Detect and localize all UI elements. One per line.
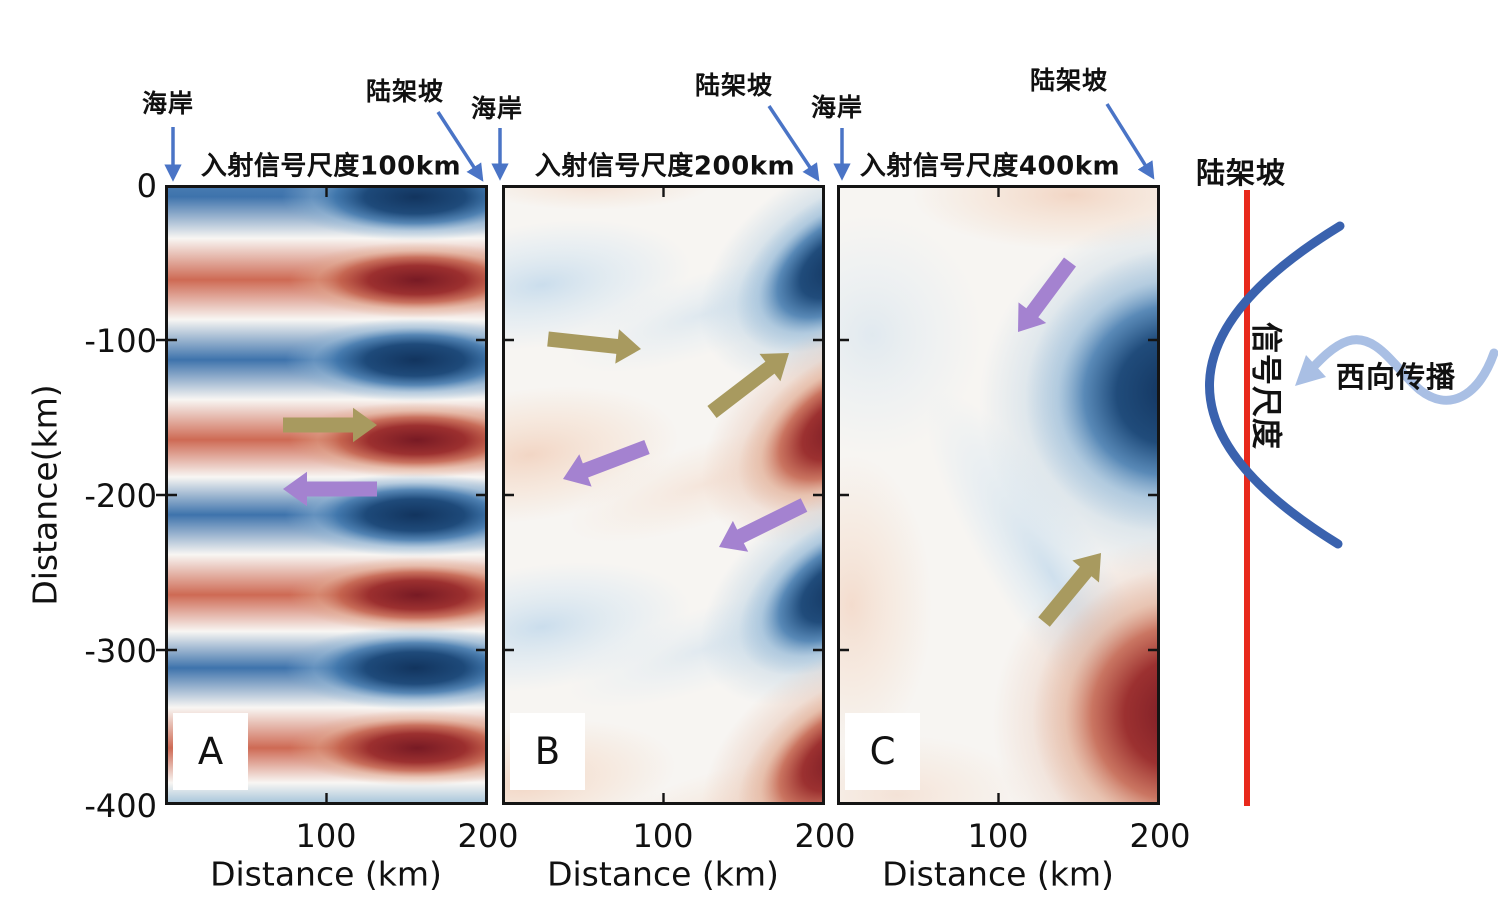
olive-direction-arrow bbox=[283, 407, 377, 443]
slope-label-b: 陆架坡 bbox=[694, 71, 774, 100]
panel-c-x-tick-100: 100 bbox=[967, 817, 1029, 855]
shelf-slope-label-right: 陆架坡 bbox=[1196, 156, 1287, 190]
olive-direction-arrow bbox=[547, 329, 641, 364]
panel-b-x-axis-label: Distance (km) bbox=[547, 854, 779, 894]
slope-label-c: 陆架坡 bbox=[1029, 66, 1109, 95]
olive-direction-arrow bbox=[707, 353, 789, 418]
coast-label-c: 海岸 bbox=[810, 93, 864, 122]
panel-a-direction-arrows bbox=[283, 407, 377, 507]
panel-b-x-tick-100: 100 bbox=[632, 817, 694, 855]
coast-label-b: 海岸 bbox=[470, 94, 524, 123]
panel-a-x-tick-100: 100 bbox=[295, 817, 357, 855]
shelf-slope-line bbox=[1244, 190, 1250, 806]
purple-direction-arrow bbox=[1018, 257, 1076, 332]
panel-a-contour-art bbox=[165, 185, 488, 805]
panel-c-letter: C bbox=[869, 730, 896, 773]
panel-a-ticks bbox=[156, 185, 488, 805]
panel-a-letter: A bbox=[197, 730, 224, 773]
panel-b-title: 入射信号尺度200km bbox=[534, 151, 796, 182]
panel-b-letter-box: B bbox=[510, 713, 585, 790]
westward-propagation-label: 西向传播 bbox=[1335, 360, 1457, 394]
panel-b-direction-arrows bbox=[547, 329, 808, 552]
panel-a-x-axis-label: Distance (km) bbox=[210, 854, 442, 894]
panel-a-x-tick-200: 200 bbox=[457, 817, 519, 855]
panel-a-title: 入射信号尺度100km bbox=[200, 151, 462, 182]
olive-direction-arrow bbox=[1038, 553, 1101, 627]
y-tick-400: -400 bbox=[84, 787, 157, 825]
panel-c-letter-box: C bbox=[845, 713, 920, 790]
y-tick-0: 0 bbox=[136, 167, 157, 205]
y-tick-200: -200 bbox=[84, 477, 157, 515]
panel-c-title: 入射信号尺度400km bbox=[859, 151, 1121, 182]
panel-c-ticks bbox=[837, 185, 1160, 805]
signal-scale-label: 信号尺度 bbox=[1247, 322, 1284, 450]
contour-panel-b bbox=[502, 185, 825, 805]
panel-c-direction-arrows bbox=[1018, 257, 1101, 627]
panel-b-letter: B bbox=[534, 730, 561, 773]
contour-panel-a bbox=[156, 185, 488, 805]
panel-a-letter-box: A bbox=[173, 713, 248, 790]
purple-direction-arrow bbox=[719, 498, 808, 552]
panel-c-contour-art bbox=[837, 185, 1160, 805]
y-tick-100: -100 bbox=[84, 322, 157, 360]
panel-c-x-axis-label: Distance (km) bbox=[882, 854, 1114, 894]
panel-b-x-tick-200: 200 bbox=[794, 817, 856, 855]
purple-direction-arrow bbox=[563, 440, 650, 487]
westward-wave-arrowhead bbox=[1295, 355, 1326, 386]
panel-b-ticks bbox=[502, 185, 825, 805]
purple-direction-arrow bbox=[283, 471, 377, 507]
contour-panel-c bbox=[837, 185, 1160, 805]
panel-c-x-tick-200: 200 bbox=[1129, 817, 1191, 855]
y-tick-300: -300 bbox=[84, 632, 157, 670]
slope-label-a: 陆架坡 bbox=[365, 77, 445, 106]
coast-label-a: 海岸 bbox=[141, 89, 195, 118]
